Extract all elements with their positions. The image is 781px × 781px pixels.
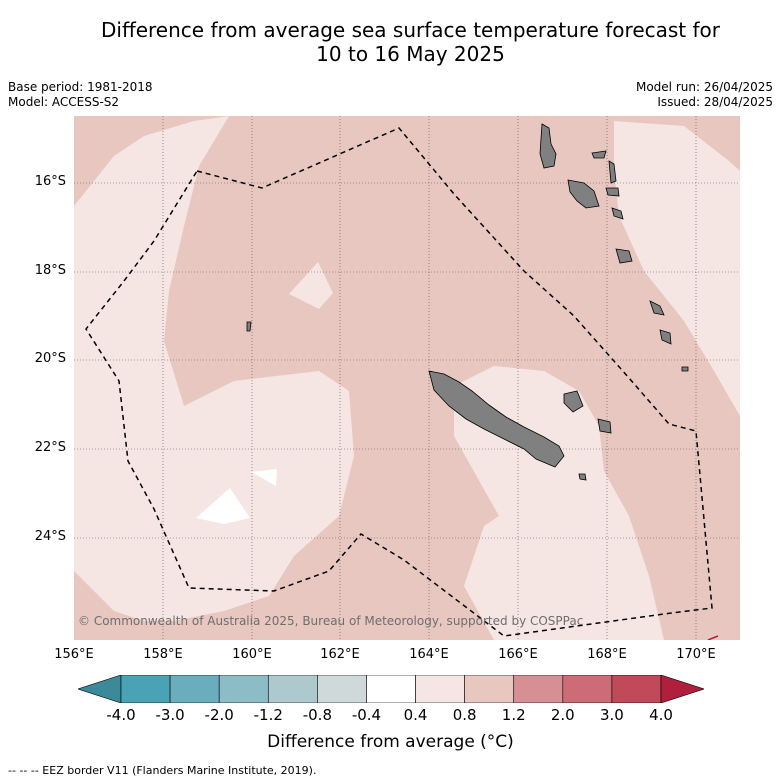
anomaly-zone-west (74, 116, 354, 621)
colorbar (77, 674, 705, 704)
vanuatu-south-1 (615, 248, 633, 264)
legend-footer: -- -- -- EEZ border V11 (Flanders Marine… (8, 764, 317, 777)
colorbar-svg (77, 674, 705, 704)
colorbar-tick-label: 0.8 (452, 706, 477, 724)
lat-label-16s: 16°S (34, 174, 66, 189)
colorbar-segment (464, 674, 515, 704)
small-island-2 (578, 473, 587, 481)
meta-right: Model run: 26/04/2025 Issued: 28/04/2025 (636, 80, 773, 110)
colorbar-segment (218, 674, 269, 704)
colorbar-label: Difference from average (°C) (267, 732, 514, 752)
map-svg (74, 116, 740, 640)
lon-label-162e: 162°E (320, 647, 360, 662)
vanuatu-islet-1 (591, 150, 607, 159)
vanuatu-north-2 (567, 179, 600, 209)
colorbar-tick-label: 3.0 (599, 706, 624, 724)
lat-label-18s: 18°S (34, 263, 66, 278)
lon-label-160e: 160°E (232, 647, 272, 662)
lat-label-20s: 20°S (34, 351, 66, 366)
colorbar-tick-label: -1.2 (253, 706, 283, 724)
colorbar-tick-label: 2.0 (550, 706, 575, 724)
lon-label-164e: 164°E (409, 647, 449, 662)
eez-border (85, 127, 713, 637)
lat-label-22s: 22°S (34, 440, 66, 455)
issued-date: Issued: 28/04/2025 (657, 95, 773, 109)
vanuatu-islet-3 (605, 187, 620, 197)
colorbar-tick-label: 1.2 (501, 706, 526, 724)
lon-label-156e: 156°E (54, 647, 94, 662)
colorbar-tick-label: -3.0 (155, 706, 185, 724)
colorbar-under-arrow (77, 674, 122, 704)
lon-label-168e: 168°E (587, 647, 627, 662)
vanuatu-south-3 (659, 329, 672, 345)
small-island-3 (681, 366, 689, 372)
colorbar-tick-label: -4.0 (106, 706, 136, 724)
model-run: Model run: 26/04/2025 (635, 80, 773, 94)
model-name: Model: ACCESS-S2 (8, 95, 120, 109)
loyalty-islands-1 (563, 390, 584, 413)
anomaly-zone-northeast (614, 121, 740, 416)
colorbar-segment (120, 674, 171, 704)
neutral-patch-2 (251, 469, 277, 486)
title-line-2: 10 to 16 May 2025 (316, 42, 505, 66)
lat-label-24s: 24°S (34, 529, 66, 544)
vanuatu-south-2 (649, 300, 665, 316)
colorbar-segment (169, 674, 220, 704)
anomaly-patch-north (289, 262, 333, 309)
new-caledonia (428, 370, 565, 468)
colorbar-tick-label: 4.0 (649, 706, 673, 724)
lon-label-170e: 170°E (676, 647, 716, 662)
vanuatu-islet-2 (608, 160, 617, 184)
small-island-1 (246, 321, 252, 332)
lon-label-166e: 166°E (498, 647, 538, 662)
meta-left: Base period: 1981-2018 Model: ACCESS-S2 (8, 80, 153, 110)
title-line-1: Difference from average sea surface temp… (100, 18, 720, 42)
colorbar-segment (267, 674, 318, 704)
eez-border-corner (707, 635, 719, 640)
colorbar-segment (317, 674, 367, 704)
colorbar-segment (562, 674, 613, 704)
colorbar-tick-label: 0.4 (403, 706, 428, 724)
colorbar-segment (513, 674, 564, 704)
land-masses (246, 123, 689, 481)
base-period: Base period: 1981-2018 (8, 80, 153, 94)
colorbar-segment (611, 674, 662, 704)
vanuatu-north-1 (539, 123, 557, 169)
colorbar-tick-label: -0.8 (302, 706, 332, 724)
colorbar-tick-label: -0.4 (351, 706, 382, 724)
colorbar-segment (366, 674, 416, 704)
vanuatu-islet-4 (611, 207, 624, 220)
lon-label-158e: 158°E (143, 647, 183, 662)
map-title: Difference from average sea surface temp… (0, 18, 781, 66)
colorbar-segment (415, 674, 465, 704)
map-area (74, 116, 740, 640)
loyalty-islands-2 (597, 418, 612, 434)
graticule (74, 116, 740, 640)
map-credit: © Commonwealth of Australia 2025, Bureau… (78, 614, 584, 628)
colorbar-tick-label: -2.0 (204, 706, 234, 724)
neutral-patch-1 (196, 488, 250, 524)
colorbar-over-arrow (660, 674, 705, 704)
